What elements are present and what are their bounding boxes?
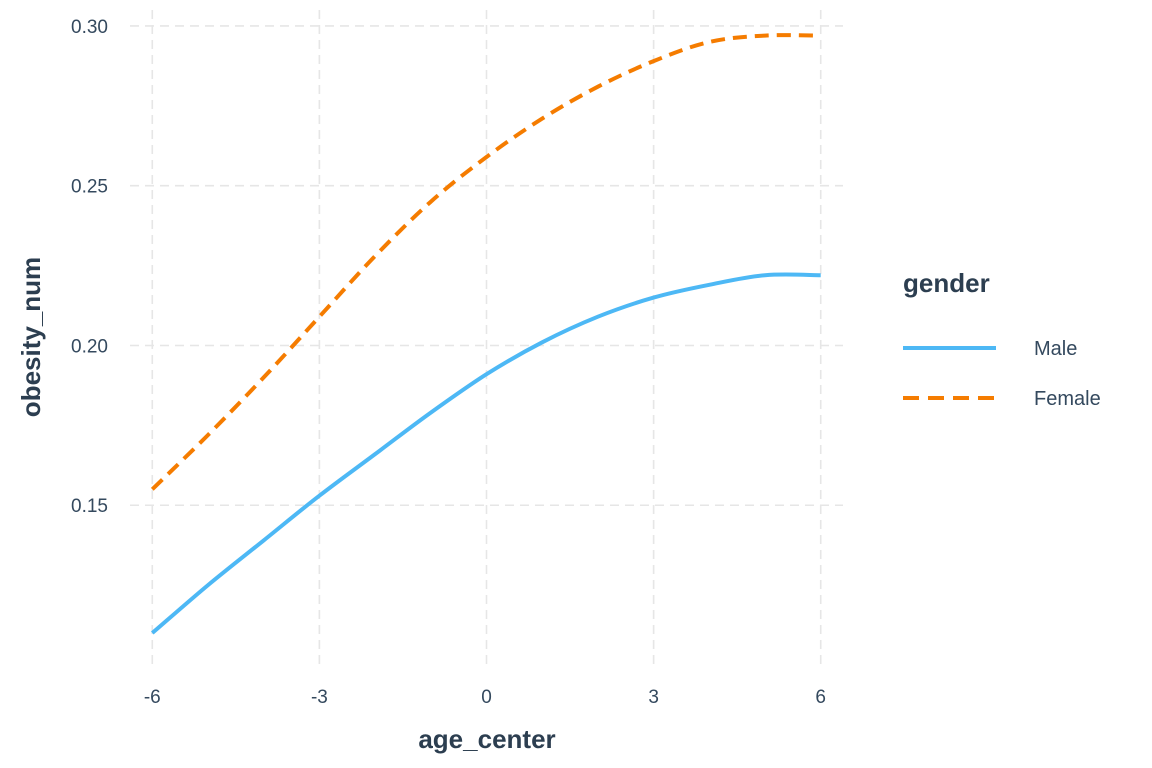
x-tick-label: 0 (481, 687, 492, 708)
legend-title: gender (903, 268, 990, 298)
legend-label-female: Female (1034, 388, 1101, 410)
legend: gender Male Female (903, 268, 1101, 410)
x-axis-title: age_center (418, 724, 555, 754)
x-tick-label: 6 (815, 687, 826, 708)
y-tick-label: 0.25 (71, 177, 108, 198)
legend-items: Male Female (903, 338, 1101, 410)
x-tick-label: -3 (311, 687, 328, 708)
legend-label-male: Male (1034, 338, 1077, 360)
y-axis-ticks: 0.15 0.20 0.25 0.30 (71, 17, 108, 517)
grid-lines (130, 10, 843, 665)
series-lines (150, 33, 821, 635)
y-tick-label: 0.30 (71, 17, 108, 38)
y-tick-label: 0.15 (71, 496, 108, 517)
y-axis-title: obesity_num (16, 257, 46, 417)
x-tick-label: -6 (144, 687, 161, 708)
x-tick-label: 3 (648, 687, 659, 708)
series-line-female (150, 33, 821, 491)
series-line-male (151, 272, 821, 635)
y-tick-label: 0.20 (71, 336, 108, 357)
x-axis-ticks: -6 -3 0 3 6 (144, 687, 826, 708)
